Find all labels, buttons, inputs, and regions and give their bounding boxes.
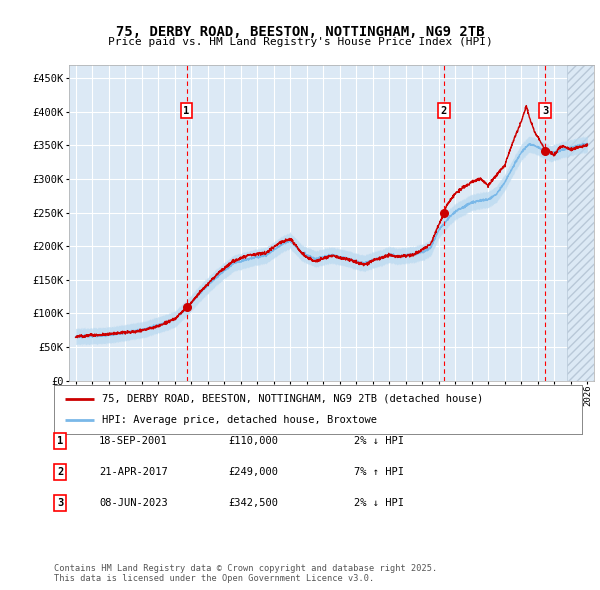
Text: 1: 1 <box>57 437 63 446</box>
Text: HPI: Average price, detached house, Broxtowe: HPI: Average price, detached house, Brox… <box>101 415 377 425</box>
Text: 7% ↑ HPI: 7% ↑ HPI <box>354 467 404 477</box>
Text: £342,500: £342,500 <box>228 498 278 507</box>
Text: 2% ↓ HPI: 2% ↓ HPI <box>354 437 404 446</box>
Text: £249,000: £249,000 <box>228 467 278 477</box>
Text: Price paid vs. HM Land Registry's House Price Index (HPI): Price paid vs. HM Land Registry's House … <box>107 37 493 47</box>
Text: 75, DERBY ROAD, BEESTON, NOTTINGHAM, NG9 2TB: 75, DERBY ROAD, BEESTON, NOTTINGHAM, NG9… <box>116 25 484 39</box>
Text: 08-JUN-2023: 08-JUN-2023 <box>99 498 168 507</box>
Text: £110,000: £110,000 <box>228 437 278 446</box>
Text: 3: 3 <box>57 498 63 507</box>
Text: 1: 1 <box>184 106 190 116</box>
Text: 2: 2 <box>57 467 63 477</box>
Text: 21-APR-2017: 21-APR-2017 <box>99 467 168 477</box>
Text: Contains HM Land Registry data © Crown copyright and database right 2025.
This d: Contains HM Land Registry data © Crown c… <box>54 563 437 583</box>
Text: 2% ↓ HPI: 2% ↓ HPI <box>354 498 404 507</box>
Text: 75, DERBY ROAD, BEESTON, NOTTINGHAM, NG9 2TB (detached house): 75, DERBY ROAD, BEESTON, NOTTINGHAM, NG9… <box>101 394 483 404</box>
Text: 2: 2 <box>441 106 447 116</box>
Text: 18-SEP-2001: 18-SEP-2001 <box>99 437 168 446</box>
Text: 3: 3 <box>542 106 548 116</box>
